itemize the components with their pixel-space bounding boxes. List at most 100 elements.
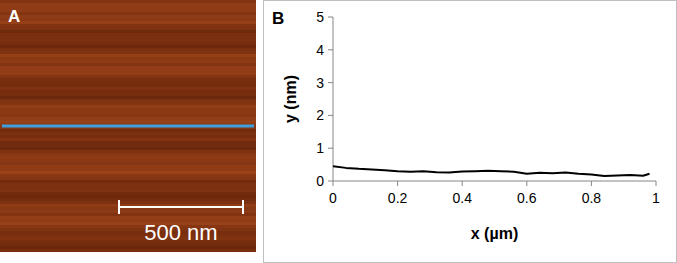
afm-band	[0, 84, 256, 87]
scale-bar-label: 500 nm	[144, 220, 217, 245]
afm-band	[0, 81, 256, 84]
y-tick	[328, 82, 333, 83]
x-axis	[333, 181, 656, 182]
afm-band	[0, 126, 256, 129]
afm-band	[0, 93, 256, 96]
afm-band	[0, 6, 256, 9]
afm-band	[0, 147, 256, 150]
panel-frame	[264, 1, 677, 263]
afm-band	[0, 12, 256, 15]
afm-band	[0, 183, 256, 186]
x-tick	[462, 181, 463, 186]
afm-band	[0, 159, 256, 162]
afm-band	[0, 132, 256, 135]
afm-band	[0, 165, 256, 168]
afm-band	[0, 75, 256, 78]
afm-band	[0, 123, 256, 126]
afm-band	[0, 117, 256, 120]
afm-band	[0, 108, 256, 111]
afm-band	[0, 69, 256, 72]
y-tick-label: 2	[316, 107, 324, 123]
afm-band	[0, 201, 256, 204]
afm-band	[0, 198, 256, 201]
afm-band	[0, 216, 256, 219]
afm-band	[0, 78, 256, 81]
x-tick	[656, 181, 657, 186]
x-tick-label: 0.4	[452, 190, 472, 206]
y-axis	[333, 17, 334, 181]
y-tick	[328, 148, 333, 149]
afm-band	[0, 246, 256, 249]
y-tick-label: 3	[316, 75, 324, 91]
afm-band	[0, 162, 256, 165]
afm-band	[0, 39, 256, 42]
afm-band	[0, 150, 256, 153]
afm-band	[0, 156, 256, 159]
afm-band	[0, 18, 256, 21]
afm-band	[0, 66, 256, 69]
afm-band	[0, 153, 256, 156]
afm-band	[0, 48, 256, 51]
afm-band	[0, 21, 256, 24]
afm-band	[0, 204, 256, 207]
afm-band	[0, 186, 256, 189]
panel-a: A 500 nm	[0, 0, 256, 252]
afm-band	[0, 15, 256, 18]
afm-band	[0, 96, 256, 99]
afm-band	[0, 36, 256, 39]
scale-bar-end	[118, 200, 120, 214]
afm-band	[0, 87, 256, 90]
x-axis-label: x (µm)	[471, 225, 518, 242]
x-tick-label: 0.8	[582, 190, 602, 206]
y-tick-label: 1	[316, 140, 324, 156]
x-tick-label: 0	[329, 190, 337, 206]
afm-band	[0, 192, 256, 195]
x-tick	[526, 181, 527, 186]
y-axis-label: y (nm)	[282, 75, 299, 123]
afm-band	[0, 33, 256, 36]
afm-band	[0, 57, 256, 60]
afm-band	[0, 45, 256, 48]
afm-image	[0, 0, 256, 252]
y-tick-label: 0	[316, 173, 324, 189]
afm-band	[0, 129, 256, 132]
afm-band	[0, 195, 256, 198]
afm-band	[0, 60, 256, 63]
afm-band	[0, 51, 256, 54]
scale-bar-end	[242, 200, 244, 214]
afm-band	[0, 210, 256, 213]
y-tick	[328, 115, 333, 116]
afm-band	[0, 30, 256, 33]
panel-b: B01234500.20.40.60.81x (µm)y (nm)	[264, 1, 677, 263]
afm-band	[0, 207, 256, 210]
afm-band	[0, 3, 256, 6]
x-tick-label: 0.2	[388, 190, 408, 206]
x-tick	[397, 181, 398, 186]
afm-band	[0, 144, 256, 147]
panel-label: A	[8, 7, 20, 26]
afm-band	[0, 177, 256, 180]
afm-band	[0, 180, 256, 183]
afm-band	[0, 102, 256, 105]
panel-label: B	[272, 9, 284, 28]
profile-line	[333, 166, 650, 176]
afm-band	[0, 0, 256, 3]
afm-band	[0, 138, 256, 141]
y-tick-label: 5	[316, 9, 324, 25]
x-tick-label: 1	[652, 190, 660, 206]
afm-band	[0, 135, 256, 138]
x-tick	[333, 181, 334, 186]
afm-band	[0, 174, 256, 177]
afm-band	[0, 141, 256, 144]
y-tick	[328, 181, 333, 182]
afm-band	[0, 249, 256, 252]
scale-bar	[119, 206, 243, 208]
x-tick-label: 0.6	[517, 190, 537, 206]
afm-band	[0, 213, 256, 216]
afm-band	[0, 168, 256, 171]
afm-band	[0, 114, 256, 117]
figure: A500 nmB01234500.20.40.60.81x (µm)y (nm)	[0, 0, 677, 263]
x-tick	[591, 181, 592, 186]
afm-band	[0, 105, 256, 108]
afm-band	[0, 42, 256, 45]
